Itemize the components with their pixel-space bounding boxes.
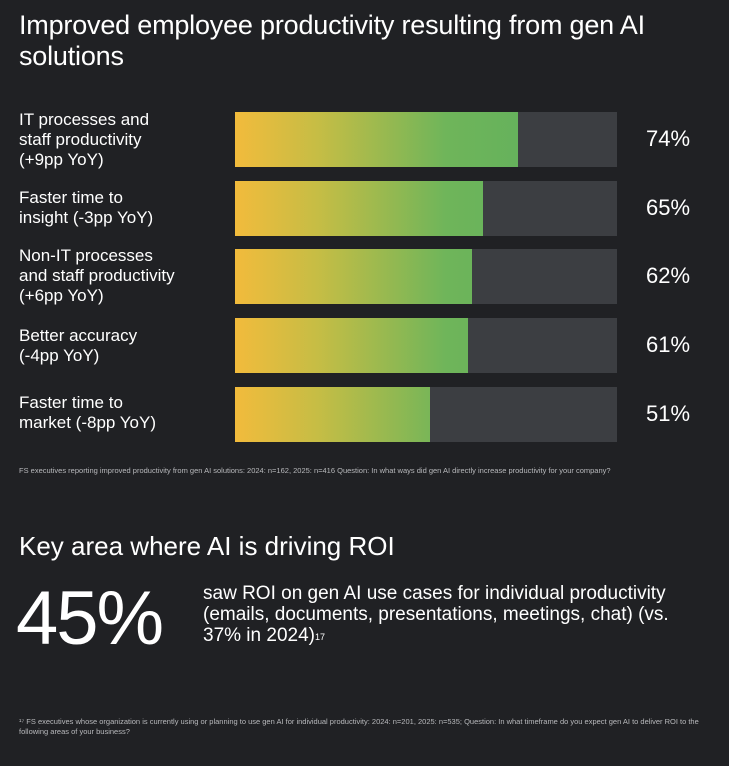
bar-label-line: staff productivity (19, 130, 142, 149)
bar-value-label: 62% (646, 263, 691, 288)
bar (235, 181, 484, 236)
bar-label: Faster time to market (-8pp YoY) (19, 393, 229, 433)
bar-label-line: insight (-3pp YoY) (19, 208, 154, 227)
footnote-marker: 17 (314, 632, 325, 642)
roi-stat-description: saw ROI on gen AI use cases for individu… (203, 583, 673, 646)
bar (235, 249, 472, 304)
roi-stat-text: saw ROI on gen AI use cases for individu… (203, 583, 669, 646)
bar-chart: IT processes and staff productivity (+9pp … (19, 110, 691, 442)
bar-label: IT processes and staff productivity (+9pp … (19, 110, 229, 170)
bar-label: Non-IT processes and staff productivity (+… (19, 246, 229, 306)
bar (235, 112, 518, 167)
chart-footnote: FS executives reporting improved product… (19, 466, 611, 475)
bar (235, 318, 469, 373)
roi-footnote: ¹⁷ FS executives whose organization is c… (19, 717, 699, 736)
bar-label-line: (+9pp YoY) (19, 150, 104, 169)
bar-label: Better accuracy (-4pp YoY) (19, 326, 229, 366)
bar-value-label: 74% (646, 126, 691, 151)
chart-title: Improved employee productivity resulting… (19, 10, 645, 71)
bar-label-line: Faster time to (19, 393, 123, 412)
bar-track (235, 181, 617, 236)
bar-label: Faster time to insight (-3pp YoY) (19, 188, 229, 228)
bar-track (235, 387, 617, 442)
bar-label-line: Faster time to (19, 188, 123, 207)
roi-stat-value: 45% (16, 576, 164, 661)
bar-label-line: Better accuracy (19, 326, 138, 345)
bar-label-line: Non-IT processes (19, 246, 153, 265)
bar (235, 387, 430, 442)
bar-label-line: (+6pp YoY) (19, 286, 104, 305)
bar-label-line: market (-8pp YoY) (19, 413, 157, 432)
bar-track (235, 318, 617, 373)
bar-track (235, 249, 617, 304)
bar-track (235, 112, 617, 167)
bar-label-line: and staff productivity (19, 266, 175, 285)
bar-value-label: 65% (646, 195, 691, 220)
bar-value-label: 61% (646, 332, 691, 357)
bar-value-label: 51% (646, 401, 691, 426)
section-title: Key area where AI is driving ROI (19, 531, 395, 561)
bar-label-line: IT processes and (19, 110, 150, 129)
bar-label-line: (-4pp YoY) (19, 346, 100, 365)
